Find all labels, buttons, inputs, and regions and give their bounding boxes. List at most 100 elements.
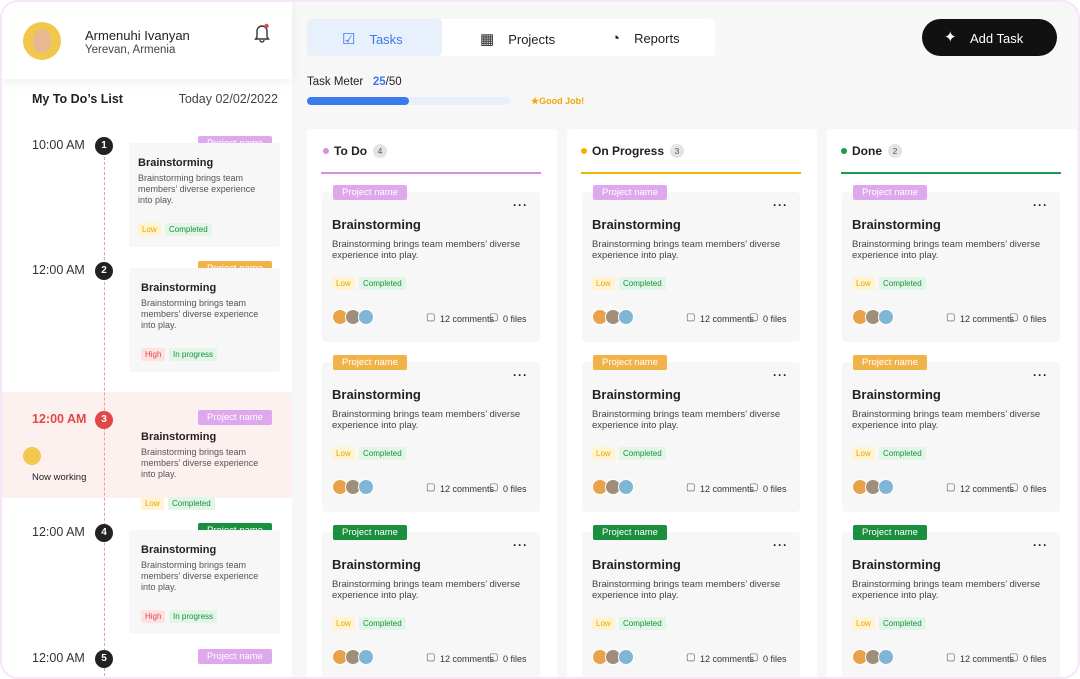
column: Done 2 ··· Brainstorming Brainstorming bring… [827,129,1077,677]
member-avatar [878,649,894,665]
column-underline [321,172,541,174]
priority: Low [852,277,875,290]
more-menu[interactable]: ··· [513,538,528,552]
icon: ▢ [1009,652,1019,663]
time: 12:00 AM [32,263,85,277]
meter-total: 50 [388,76,402,88]
column-count: 3 [670,144,684,158]
column-title: On Progress [592,144,665,158]
project-tag: Project name [593,525,667,540]
files: 0 files [503,654,527,664]
priority: Low [141,497,164,510]
icon: ▢ [946,652,956,663]
more-menu[interactable]: ··· [773,538,788,552]
now-working: Now working [32,472,87,483]
user-location: Yerevan, Armenia [85,44,176,56]
comments: 12 comments [440,314,495,324]
column-underline [581,172,801,174]
files: 0 files [763,484,787,494]
task-description: Brainstorming brings team members’ diver… [332,579,521,601]
task-card: ··· Brainstorming Brainstorming brings tea… [322,192,540,342]
status: Completed [879,617,926,630]
status: Completed [359,277,406,290]
task-card: ··· Brainstorming Brainstorming brings tea… [322,362,540,512]
project-tag: Project name [333,185,407,200]
files: 0 files [763,314,787,324]
more-menu[interactable]: ··· [513,198,528,212]
column-count: 4 [373,144,387,158]
status: Completed [619,617,666,630]
status: Completed [359,447,406,460]
more-menu[interactable]: ··· [773,198,788,212]
column-dot [323,148,329,154]
priority: Low [592,617,615,630]
member-avatar [618,479,634,495]
more-menu[interactable]: ··· [1033,538,1048,552]
comments: 12 comments [700,654,755,664]
more-menu[interactable]: ··· [773,368,788,382]
more-menu[interactable]: ··· [513,368,528,382]
tab[interactable]: ▦ Projects [480,31,556,48]
task-title: Brainstorming [852,217,941,232]
status: In progress [169,348,218,361]
task-title: Brainstorming [332,217,421,232]
task-title: Brainstorming [141,282,217,294]
meter-track [307,97,510,105]
task-title: Brainstorming [592,387,681,402]
list-title: My To Do’s List [32,92,123,106]
tab[interactable]: ☑ Tasks [342,31,403,48]
icon: ▢ [749,312,759,323]
icon: ▢ [749,652,759,663]
project-tag: Project name [333,525,407,540]
task-description: Brainstorming brings team members’ diver… [852,409,1041,431]
member-avatar [618,649,634,665]
task-title: Brainstorming [852,387,941,402]
column-title: To Do [334,144,368,158]
more-menu[interactable]: ··· [1033,198,1048,212]
icon: ▢ [426,482,436,493]
project-tag: Project name [198,410,272,425]
avatar [23,22,61,60]
status: Completed [165,223,212,236]
task-description: Brainstorming brings team members’ diver… [332,409,521,431]
task-title: Brainstorming [141,544,217,556]
icon: ▢ [749,482,759,493]
add-task-button[interactable]: ✦ Add Task [922,19,1057,56]
more-menu[interactable]: ··· [1033,368,1048,382]
task-title: Brainstorming [592,217,681,232]
task-title: Brainstorming [332,387,421,402]
task-description: Brainstorming brings team members’ diver… [138,173,256,205]
step-number: 5 [95,650,113,668]
step-number: 2 [95,262,113,280]
member-avatar [358,309,374,325]
time: 10:00 AM [32,138,85,152]
task-title: Brainstorming [852,557,941,572]
meter-done: 25 [372,76,386,88]
project-tag: Project name [853,185,927,200]
task-description: Brainstorming brings team members’ diver… [592,409,781,431]
status: Completed [359,617,406,630]
project-tag: Project name [593,355,667,370]
member-avatar [358,479,374,495]
member-avatar [358,649,374,665]
task-description: Brainstorming brings team members’ diver… [852,239,1041,261]
priority: Low [852,447,875,460]
time: 12:00 AM [32,525,85,539]
column-underline [841,172,1061,174]
tab[interactable]: ◔ Reports [611,30,680,47]
step-number: 4 [95,524,113,542]
project-tag: Project name [853,525,927,540]
project-tag: Project name [593,185,667,200]
member-avatar [878,479,894,495]
project-tag: Project name [333,355,407,370]
task-card: ··· Brainstorming Brainstorming brings tea… [842,192,1060,342]
comments: 12 comments [700,484,755,494]
icon: ▢ [426,652,436,663]
add-task-label: Add Task [970,31,1024,46]
notification-bell[interactable] [253,23,271,43]
comments: 12 comments [960,654,1015,664]
task-description: Brainstorming brings team members’ diver… [141,298,259,330]
icon: ▢ [1009,312,1019,323]
comments: 12 comments [440,654,495,664]
member-avatar [878,309,894,325]
